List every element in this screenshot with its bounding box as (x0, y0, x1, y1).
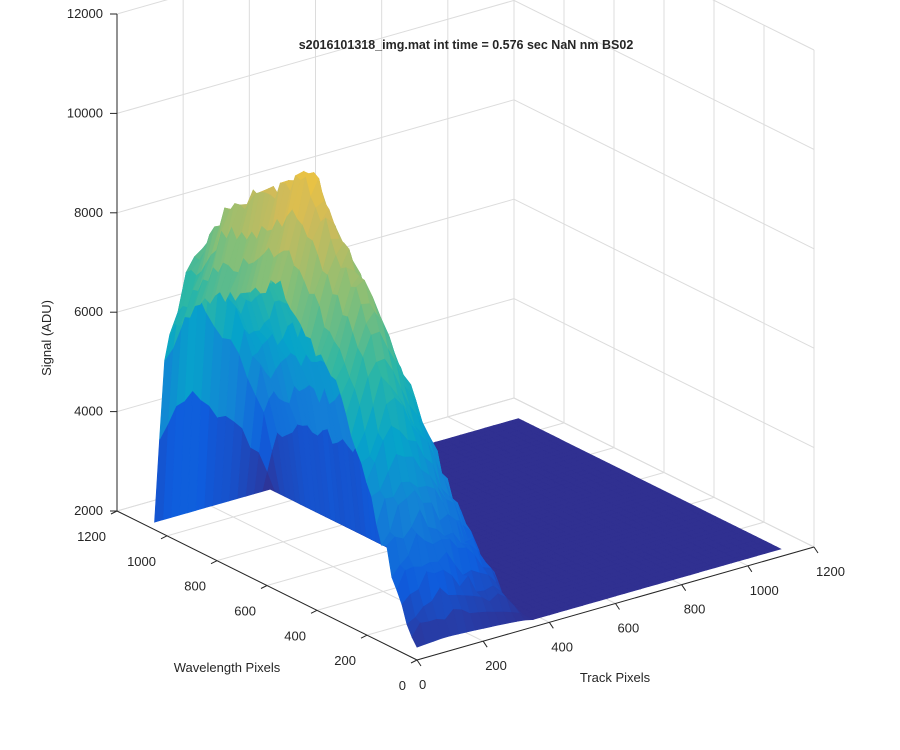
x-tick-label: 0 (419, 677, 426, 692)
y-tick-mark (360, 634, 368, 639)
y-tick-mark (310, 609, 318, 614)
axes-layer: 0200400600800100012000200400600800100012… (67, 6, 845, 693)
y-axis-label: Wavelength Pixels (174, 660, 281, 675)
x-tick-mark (615, 603, 620, 610)
y-tick-label: 0 (399, 678, 406, 693)
x-tick-mark (813, 546, 819, 554)
y-tick-mark (160, 535, 168, 540)
wall-gridline (712, 0, 815, 51)
wall-gridline (513, 298, 815, 449)
surface-layer (154, 170, 782, 648)
y-tick-mark (410, 659, 418, 664)
x-tick-label: 200 (485, 658, 507, 673)
z-tick-label: 10000 (67, 105, 103, 120)
surface-patch (411, 622, 426, 648)
z-tick-label: 6000 (74, 304, 103, 319)
x-tick-mark (747, 565, 753, 573)
chart-title: s2016101318_img.mat int time = 0.576 sec… (299, 38, 634, 52)
x-tick-mark (482, 640, 488, 648)
wall-gridline (116, 99, 515, 214)
wall-gridline (513, 0, 815, 150)
wall-gridline (116, 0, 515, 114)
z-axis-label: Signal (ADU) (39, 300, 54, 376)
y-tick-mark (210, 560, 218, 565)
x-tick-label: 1000 (750, 583, 779, 598)
y-tick-label: 1200 (77, 529, 106, 544)
y-tick-mark (260, 585, 268, 589)
x-tick-label: 800 (684, 602, 706, 617)
wall-gridline (513, 397, 815, 548)
wall-gridline (513, 198, 815, 349)
z-tick-label: 4000 (74, 404, 103, 419)
y-tick-label: 1000 (127, 554, 156, 569)
x-tick-label: 600 (618, 621, 640, 636)
z-tick-label: 12000 (67, 6, 103, 21)
wall-gridline (513, 99, 815, 250)
z-tick-label: 2000 (74, 503, 103, 518)
y-tick-label: 600 (234, 604, 256, 619)
y-tick-label: 200 (334, 653, 356, 668)
x-tick-label: 1200 (816, 564, 845, 579)
x-axis-label: Track Pixels (580, 670, 651, 685)
y-tick-label: 400 (284, 628, 306, 643)
x-tick-mark (681, 584, 687, 591)
y-tick-label: 800 (184, 579, 206, 594)
x-tick-mark (548, 622, 554, 629)
z-tick-label: 8000 (74, 205, 103, 220)
x-tick-label: 400 (551, 639, 573, 654)
x-tick-mark (416, 659, 422, 667)
